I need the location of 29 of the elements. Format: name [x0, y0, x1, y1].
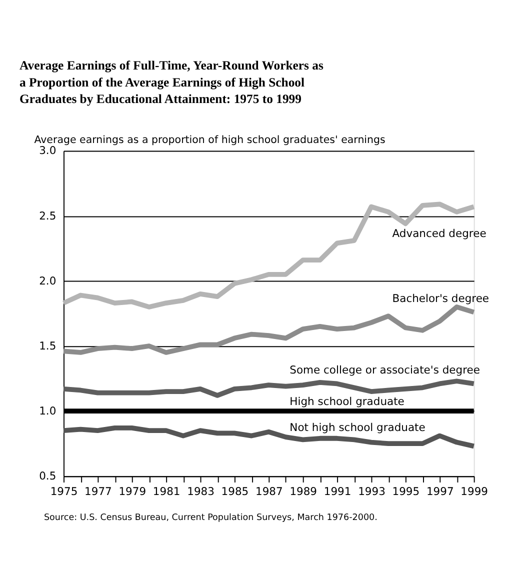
y-tick-label: 2.0	[39, 274, 56, 288]
y-axis-title: Average earnings as a proportion of high school graduates' earnings	[34, 134, 386, 146]
line-series	[61, 378, 476, 398]
x-tick-label: 1981	[152, 485, 180, 498]
y-tick-label: 2.5	[39, 209, 56, 222]
y-tick-label: 1.5	[39, 339, 56, 352]
x-tick-label: 1975	[50, 485, 78, 498]
x-tick-label: 1999	[460, 485, 488, 498]
x-tick-label: 1989	[290, 485, 318, 498]
y-tick-label: 0.5	[39, 470, 56, 483]
series-label: High school graduate	[290, 394, 405, 408]
series-label: Bachelor's degree	[392, 292, 490, 306]
x-tick-label: 1979	[118, 485, 146, 498]
x-tick-label: 1987	[255, 485, 283, 498]
x-tick-label: 1985	[221, 485, 249, 498]
x-tick-label: 1993	[358, 485, 386, 498]
x-tick-label: 1977	[84, 485, 112, 498]
series-label: Advanced degree	[392, 227, 487, 240]
source-note: Source: U.S. Census Bureau, Current Population Surveys, March 1976-2000.	[44, 513, 378, 524]
series-label: Not high school graduate	[290, 420, 426, 434]
y-tick-label: 3.0	[39, 144, 56, 158]
x-tick-label: 1995	[392, 485, 420, 498]
line-series	[61, 304, 476, 355]
x-tick-label: 1983	[187, 485, 214, 498]
series-label: Some college or associate's degree	[290, 364, 480, 377]
x-tick-label: 1991	[324, 485, 352, 498]
y-tick-label: 1.0	[39, 404, 56, 418]
chart-title: Average Earnings of Full-Time, Year-Round Workers as a Proportion of the Average Earnings of High School Graduates by Educational Attainment: 1975 to 1999	[20, 58, 324, 106]
x-tick-label: 1997	[426, 485, 454, 498]
